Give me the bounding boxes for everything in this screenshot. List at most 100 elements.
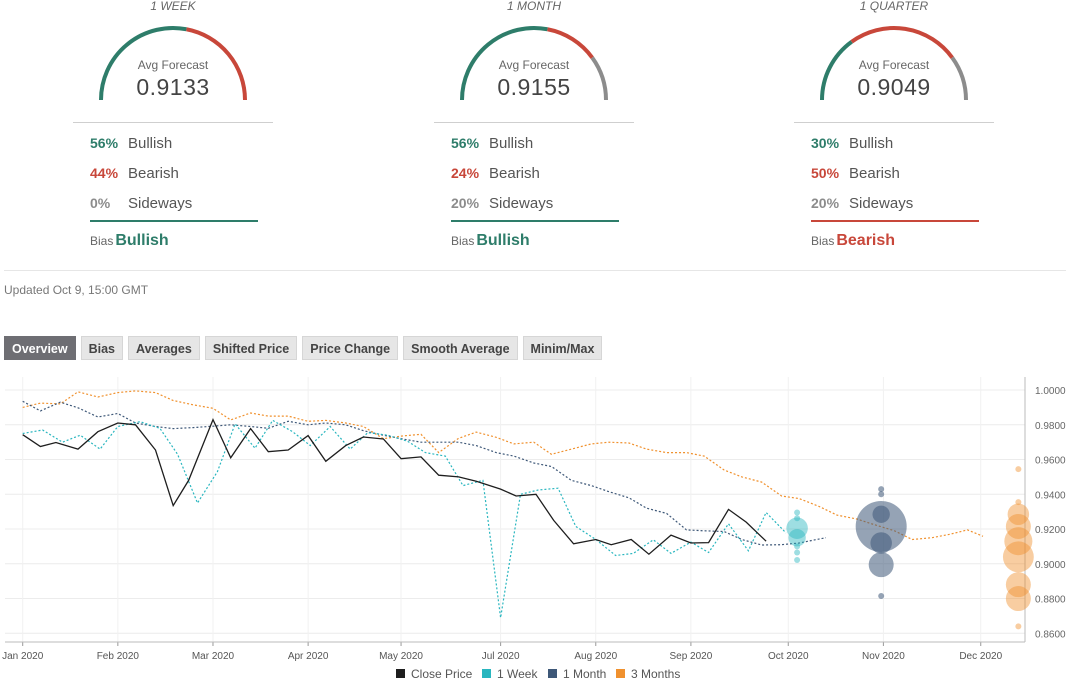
x-tick-label: Sep 2020 [669, 651, 712, 662]
bias-value: Bullish [115, 232, 169, 249]
avg-forecast-value: 0.9155 [497, 74, 571, 100]
gauge-segment-bearish [186, 27, 247, 101]
bearish-row: 44% Bearish [90, 163, 179, 183]
panel-divider [434, 122, 634, 123]
bullish-row: 56% Bullish [451, 133, 533, 153]
series-line-week [22, 419, 787, 618]
gauge-segment-sideways [590, 56, 608, 101]
series-line-month [22, 400, 827, 546]
bearish-percent: 24% [451, 165, 480, 181]
x-tick-label: Apr 2020 [288, 651, 329, 662]
tab-minim-max[interactable]: Minim/Max [522, 336, 603, 360]
x-tick-label: Jan 2020 [2, 651, 44, 662]
forecast-bubble-week [786, 517, 808, 539]
forecast-bubble-quarter [1005, 572, 1031, 598]
tab-price-change[interactable]: Price Change [302, 336, 399, 360]
bullish-percent: 30% [811, 135, 840, 151]
gauge-segment-bearish [547, 27, 594, 59]
bias: Bias Bullish [451, 232, 530, 250]
forecast-bubble-quarter [1015, 499, 1022, 506]
y-tick-label: 0.9800 [1035, 421, 1066, 432]
sideways-label: Sideways [489, 195, 554, 212]
sideways-row: 0% Sideways [90, 193, 192, 213]
gauge-segment-bullish [820, 40, 853, 101]
forecast-bubble-quarter [1005, 586, 1031, 612]
avg-forecast-label: Avg Forecast [498, 58, 570, 72]
gauge: Avg Forecast 0.9049 [819, 20, 979, 106]
bullish-label: Bullish [849, 135, 894, 152]
gauge: Avg Forecast 0.9133 [98, 20, 258, 106]
bias-label: Bias [811, 234, 835, 248]
bearish-label: Bearish [489, 165, 540, 182]
avg-forecast-value: 0.9049 [857, 74, 931, 100]
gauge-arc [99, 26, 247, 101]
panel-divider [794, 122, 994, 123]
x-tick-label: Jul 2020 [482, 651, 520, 662]
legend-swatch-week [482, 669, 491, 678]
legend-swatch-close [396, 669, 405, 678]
x-tick-label: Dec 2020 [959, 651, 1002, 662]
forecast-bubble-week [794, 549, 801, 556]
y-tick-label: 0.8600 [1035, 629, 1066, 640]
sideways-label: Sideways [849, 195, 914, 212]
gauge-segment-bullish [460, 26, 548, 101]
sideways-percent: 20% [811, 195, 840, 211]
bullish-percent: 56% [451, 135, 480, 151]
bearish-percent: 50% [811, 165, 840, 181]
forecast-bubble-week [794, 556, 801, 563]
tab-bias[interactable]: Bias [80, 336, 123, 360]
x-tick-label: Oct 2020 [768, 651, 809, 662]
avg-forecast-label: Avg Forecast [137, 58, 209, 72]
gauge: Avg Forecast 0.9155 [459, 20, 619, 106]
x-tick-label: Feb 2020 [97, 651, 140, 662]
bearish-percent: 44% [90, 165, 119, 181]
period-title: 1 WEEK [150, 0, 196, 13]
bullish-label: Bullish [489, 135, 534, 152]
bias-underline [90, 220, 258, 222]
forecast-bubble-quarter [1007, 503, 1030, 526]
forecast-bubble-month [878, 491, 885, 498]
forecast-bubble-month [870, 532, 892, 554]
gauge-arc [460, 26, 608, 101]
forecast-bubble-week [794, 515, 801, 522]
sideways-label: Sideways [128, 195, 193, 212]
section-divider [4, 270, 1066, 271]
y-tick-label: 0.8800 [1035, 595, 1066, 606]
legend-swatch-month [548, 669, 557, 678]
bullish-row: 30% Bullish [811, 133, 893, 153]
legend-label-close[interactable]: Close Price [411, 667, 473, 681]
sideways-percent: 0% [90, 195, 111, 211]
forecast-bubble-quarter [1004, 527, 1033, 556]
tab-overview[interactable]: Overview [4, 336, 76, 360]
forecast-bubble-month [868, 552, 894, 578]
series-line-close [22, 417, 767, 556]
panel-divider [73, 122, 273, 123]
gauge-segment-sideways [950, 56, 968, 101]
forecast-bubble-quarter [1002, 541, 1034, 573]
forecast-bubble-week [794, 543, 801, 550]
forecast-bubble-quarter [1005, 513, 1031, 539]
forecast-chart: 1.0000 0.9800 0.9600 0.9400 0.9200 0.9000 0.88… [2, 377, 1066, 681]
bias-label: Bias [90, 234, 114, 248]
legend-label-week[interactable]: 1 Week [497, 667, 538, 681]
bias-underline [451, 220, 619, 222]
legend-label-month[interactable]: 1 Month [563, 667, 606, 681]
bias-label: Bias [451, 234, 475, 248]
tab-averages[interactable]: Averages [128, 336, 200, 360]
bias-underline [811, 220, 979, 222]
sideways-row: 20% Sideways [451, 193, 553, 213]
bearish-row: 24% Bearish [451, 163, 540, 183]
bearish-label: Bearish [128, 165, 179, 182]
avg-forecast-label: Avg Forecast [858, 58, 930, 72]
tab-shifted-price[interactable]: Shifted Price [204, 336, 298, 360]
bullish-label: Bullish [128, 135, 173, 152]
chart-tabs: Overview Bias Averages Shifted Price Price C… [4, 336, 607, 360]
tab-smooth-average[interactable]: Smooth Average [403, 336, 518, 360]
forecast-bubble-quarter [1015, 623, 1022, 630]
x-tick-label: May 2020 [379, 651, 423, 662]
legend-label-quarter[interactable]: 3 Months [631, 667, 680, 681]
y-tick-label: 0.9000 [1035, 560, 1066, 571]
y-tick-label: 1.0000 [1035, 386, 1066, 397]
period-title: 1 QUARTER [859, 0, 929, 13]
forecast-bubble-month [855, 500, 907, 552]
